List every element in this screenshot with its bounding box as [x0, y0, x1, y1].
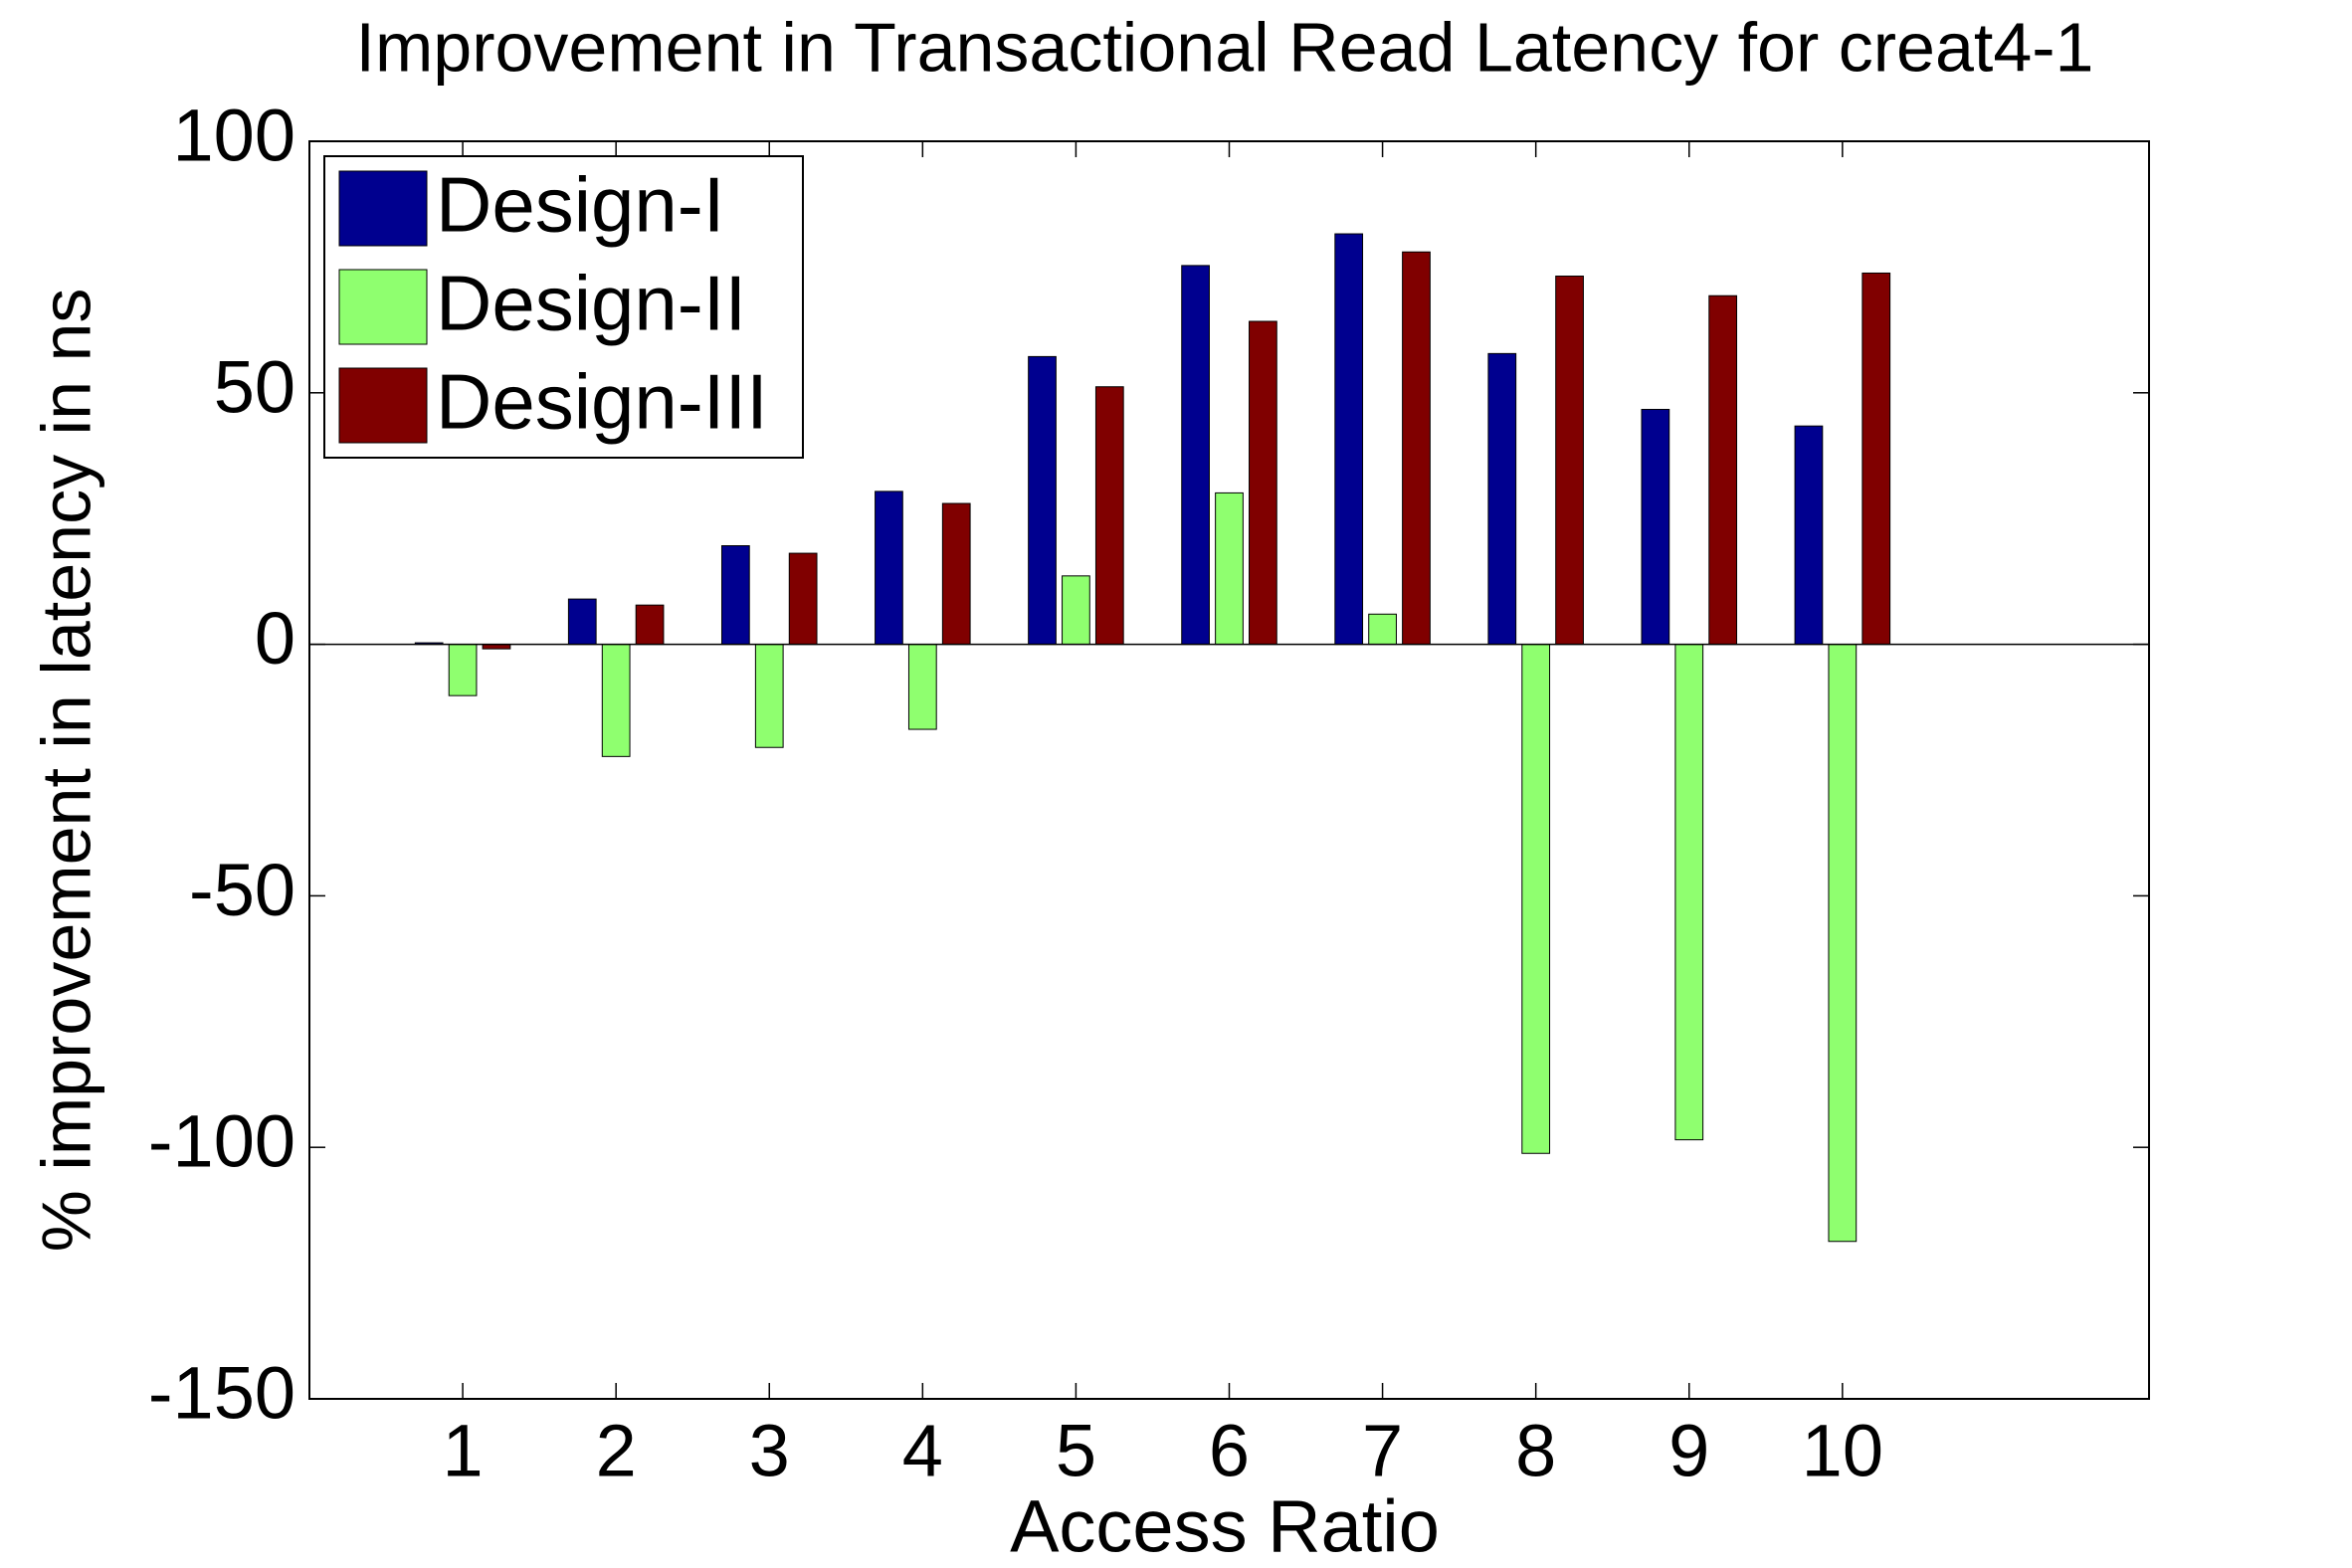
- bar: [567, 598, 597, 646]
- bar: [1249, 320, 1277, 646]
- x-tick-label: 3: [749, 1410, 790, 1492]
- y-axis-label: % improvement in latency in ns: [27, 289, 104, 1253]
- x-tick-label: 2: [596, 1410, 637, 1492]
- bar: [1674, 644, 1704, 1141]
- bar: [1794, 425, 1824, 646]
- x-tick-label: 10: [1802, 1410, 1883, 1492]
- bar: [875, 490, 903, 646]
- x-tick-label: 5: [1056, 1410, 1096, 1492]
- bar: [720, 545, 750, 646]
- bar: [1028, 355, 1057, 646]
- chart-title: Improvement in Transactional Read Latenc…: [356, 8, 2094, 86]
- y-tick-label: -100: [148, 1100, 295, 1183]
- x-tick-label: 1: [443, 1410, 484, 1492]
- x-tick-label: 4: [902, 1410, 943, 1492]
- bar: [907, 644, 937, 730]
- bar: [754, 644, 784, 748]
- legend-label: Design-I: [436, 161, 724, 249]
- x-tick-label: 9: [1668, 1410, 1709, 1492]
- bar: [941, 502, 971, 646]
- bar: [788, 552, 818, 646]
- bar: [1487, 352, 1517, 646]
- bar: [1555, 276, 1584, 646]
- bar: [1062, 575, 1090, 646]
- legend-label: Design-III: [436, 358, 768, 446]
- bar: [1334, 233, 1364, 646]
- legend-swatch: [338, 367, 428, 444]
- bar: [1402, 251, 1431, 646]
- y-tick-label: 0: [255, 597, 295, 680]
- bar: [1862, 272, 1891, 646]
- bar: [1708, 294, 1738, 646]
- bar: [601, 644, 631, 757]
- y-tick-label: -50: [189, 849, 295, 931]
- x-axis-label: Access Ratio: [1010, 1485, 1440, 1568]
- y-tick-label: -150: [148, 1352, 295, 1435]
- legend-label: Design-II: [436, 260, 746, 347]
- bar: [1215, 491, 1244, 646]
- bar: [448, 644, 478, 696]
- bar: [1641, 408, 1670, 646]
- x-tick-label: 7: [1362, 1410, 1403, 1492]
- x-tick-label: 6: [1209, 1410, 1250, 1492]
- bar: [1368, 613, 1397, 646]
- bar: [1521, 644, 1551, 1154]
- x-tick-label: 8: [1515, 1410, 1556, 1492]
- bar: [1181, 265, 1210, 646]
- plot-frame: [308, 140, 2150, 1400]
- legend-swatch: [338, 269, 428, 345]
- y-tick-label: 100: [173, 95, 295, 177]
- y-tick-label: 50: [214, 345, 295, 428]
- bar: [1094, 386, 1124, 646]
- bar: [1828, 644, 1858, 1243]
- legend-swatch: [338, 170, 428, 247]
- bar: [635, 604, 665, 646]
